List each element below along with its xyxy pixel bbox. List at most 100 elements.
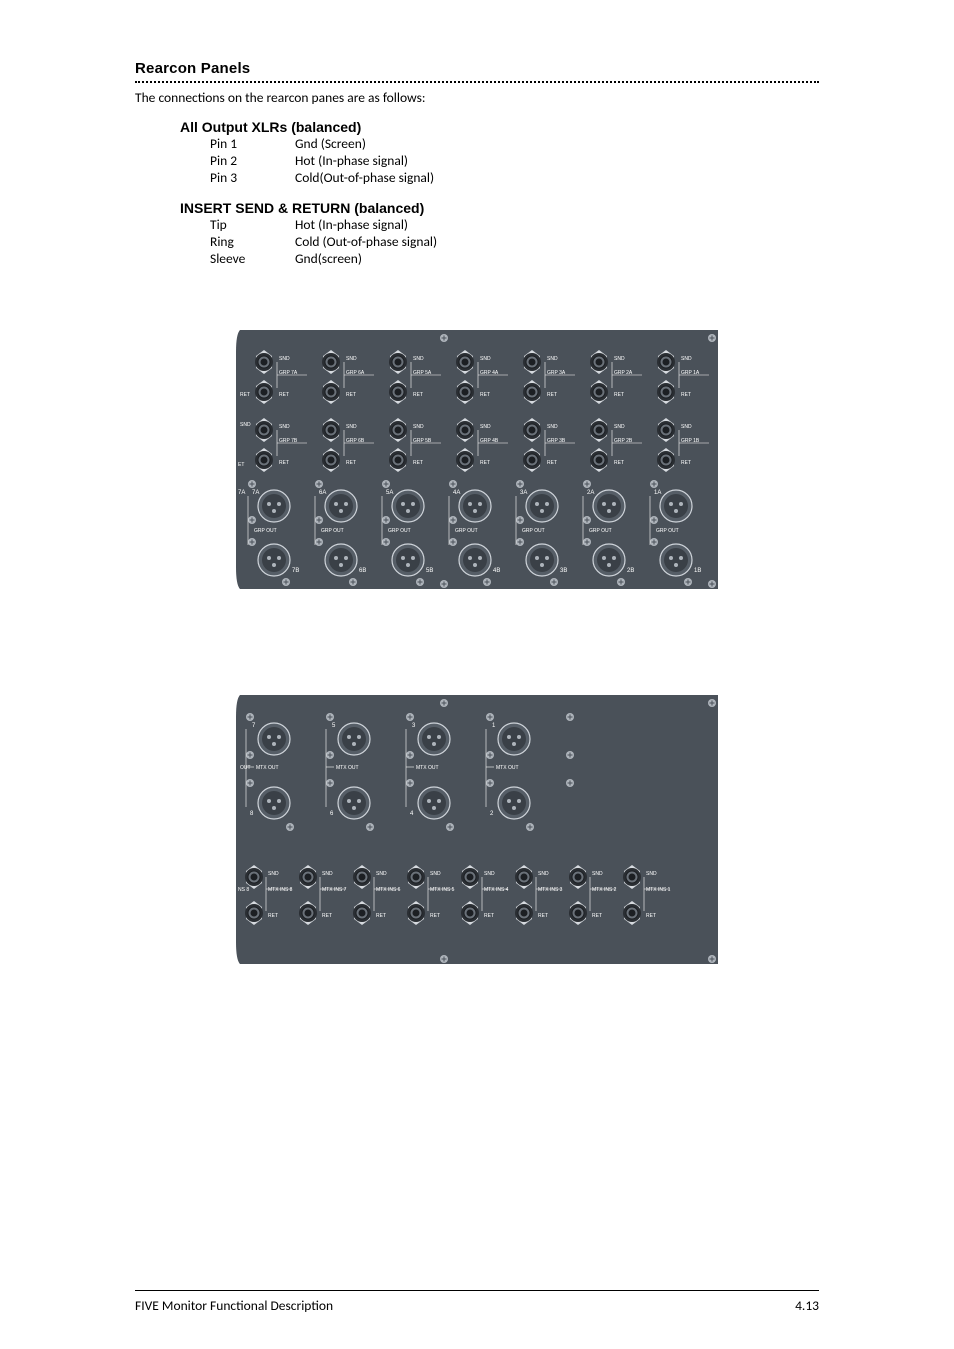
- svg-text:SND: SND: [480, 424, 491, 430]
- svg-text:SND: SND: [268, 871, 279, 877]
- svg-text:RET: RET: [538, 913, 548, 919]
- svg-text:SND: SND: [480, 356, 491, 362]
- table-row: TipHot (In-phase signal): [210, 216, 437, 233]
- svg-text:2B: 2B: [627, 568, 634, 574]
- rearcon-panel-mtx: 7MTX OUT5MTX OUT3MTX OUT1MTX OUTOUT 8642…: [232, 687, 722, 972]
- pin-cell: Pin 1: [210, 135, 295, 152]
- svg-text:GRP OUT: GRP OUT: [321, 528, 344, 534]
- svg-text:1B: 1B: [694, 568, 701, 574]
- svg-text:RET: RET: [279, 460, 289, 466]
- svg-text:RET: RET: [480, 460, 490, 466]
- svg-text:SND: SND: [646, 871, 657, 877]
- svg-text:GRP OUT: GRP OUT: [656, 528, 679, 534]
- svg-text:MTX INS 2: MTX INS 2: [592, 887, 617, 893]
- svg-text:GRP OUT: GRP OUT: [254, 528, 277, 534]
- svg-text:MTX INS 5: MTX INS 5: [430, 887, 455, 893]
- sig-cell: Gnd(screen): [295, 250, 437, 267]
- table-row: Pin 3Cold(Out-of-phase signal): [210, 169, 434, 186]
- svg-text:SND: SND: [484, 871, 495, 877]
- svg-text:RET: RET: [646, 913, 656, 919]
- pin-cell: Tip: [210, 216, 295, 233]
- svg-text:RET: RET: [346, 460, 356, 466]
- svg-text:SND: SND: [592, 871, 603, 877]
- pin-cell: Pin 2: [210, 152, 295, 169]
- svg-text:7B: 7B: [292, 568, 299, 574]
- insert-pin-table: TipHot (In-phase signal) RingCold (Out-o…: [210, 216, 437, 267]
- table-row: Pin 2Hot (In-phase signal): [210, 152, 434, 169]
- svg-text:5A: 5A: [386, 490, 393, 496]
- svg-text:RET: RET: [614, 392, 624, 398]
- svg-text:SND: SND: [430, 871, 441, 877]
- xlr-pin-table: Pin 1Gnd (Screen) Pin 2Hot (In-phase sig…: [210, 135, 434, 186]
- svg-text:OUT: OUT: [240, 765, 251, 771]
- svg-text:SND: SND: [538, 871, 549, 877]
- svg-text:RET: RET: [484, 913, 494, 919]
- svg-text:MTX INS 8: MTX INS 8: [268, 887, 293, 893]
- svg-text:SND: SND: [413, 356, 424, 362]
- svg-text:RET: RET: [547, 460, 557, 466]
- svg-text:NS 8: NS 8: [238, 887, 249, 893]
- sig-cell: Cold (Out-of-phase signal): [295, 233, 437, 250]
- svg-text:SND: SND: [614, 424, 625, 430]
- svg-text:RET: RET: [376, 913, 386, 919]
- svg-text:SND: SND: [376, 871, 387, 877]
- svg-text:MTX INS 7: MTX INS 7: [322, 887, 347, 893]
- svg-text:SND: SND: [279, 424, 290, 430]
- svg-text:SND: SND: [614, 356, 625, 362]
- table-row: Pin 1Gnd (Screen): [210, 135, 434, 152]
- svg-text:6B: 6B: [359, 568, 366, 574]
- svg-text:SND: SND: [681, 424, 692, 430]
- svg-text:RET: RET: [614, 460, 624, 466]
- footer-left: FIVE Monitor Functional Description: [135, 1297, 333, 1314]
- table-row: SleeveGnd(screen): [210, 250, 437, 267]
- svg-text:SND: SND: [279, 356, 290, 362]
- rearcon-panel-grp: SNDRETGRP 7ASNDRETGRP 6ASNDRETGRP 5ASNDR…: [232, 322, 722, 597]
- svg-text:3A: 3A: [520, 490, 527, 496]
- svg-text:MTX INS 6: MTX INS 6: [376, 887, 401, 893]
- svg-text:SND: SND: [346, 424, 357, 430]
- svg-text:MTX INS 4: MTX INS 4: [484, 887, 509, 893]
- svg-text:SND: SND: [322, 871, 333, 877]
- svg-text:RET: RET: [681, 392, 691, 398]
- svg-text:SND: SND: [240, 422, 251, 428]
- svg-text:RET: RET: [430, 913, 440, 919]
- svg-text:GRP OUT: GRP OUT: [589, 528, 612, 534]
- pin-cell: Pin 3: [210, 169, 295, 186]
- sig-cell: Cold(Out-of-phase signal): [295, 169, 434, 186]
- svg-text:GRP OUT: GRP OUT: [455, 528, 478, 534]
- svg-text:SND: SND: [681, 356, 692, 362]
- pin-cell: Sleeve: [210, 250, 295, 267]
- table-row: RingCold (Out-of-phase signal): [210, 233, 437, 250]
- svg-text:RET: RET: [279, 392, 289, 398]
- svg-text:SND: SND: [413, 424, 424, 430]
- sig-cell: Hot (In-phase signal): [295, 216, 437, 233]
- svg-text:7A: 7A: [252, 490, 259, 496]
- svg-text:MTX INS 3: MTX INS 3: [538, 887, 563, 893]
- svg-text:SND: SND: [547, 356, 558, 362]
- svg-text:SND: SND: [346, 356, 357, 362]
- svg-text:RET: RET: [413, 460, 423, 466]
- svg-text:GRP OUT: GRP OUT: [388, 528, 411, 534]
- page-footer: FIVE Monitor Functional Description 4.13: [135, 1290, 819, 1314]
- svg-text:1A: 1A: [654, 490, 661, 496]
- svg-text:6A: 6A: [319, 490, 326, 496]
- svg-text:MTX INS 1: MTX INS 1: [646, 887, 671, 893]
- svg-text:RET: RET: [592, 913, 602, 919]
- svg-text:MTX OUT: MTX OUT: [336, 765, 359, 771]
- svg-text:RET: RET: [346, 392, 356, 398]
- xlr-heading: All Output XLRs (balanced): [180, 119, 819, 135]
- svg-text:2A: 2A: [587, 490, 594, 496]
- sig-cell: Hot (In-phase signal): [295, 152, 434, 169]
- svg-text:7A: 7A: [238, 490, 245, 496]
- svg-text:ET: ET: [238, 462, 244, 468]
- svg-text:MTX OUT: MTX OUT: [256, 765, 279, 771]
- svg-text:RET: RET: [547, 392, 557, 398]
- footer-right: 4.13: [795, 1297, 819, 1314]
- svg-text:RET: RET: [413, 392, 423, 398]
- svg-text:3B: 3B: [560, 568, 567, 574]
- svg-text:5B: 5B: [426, 568, 433, 574]
- intro-text: The connections on the rearcon panes are…: [135, 89, 819, 107]
- sig-cell: Gnd (Screen): [295, 135, 434, 152]
- svg-text:RET: RET: [681, 460, 691, 466]
- insert-heading: INSERT SEND & RETURN (balanced): [180, 200, 819, 216]
